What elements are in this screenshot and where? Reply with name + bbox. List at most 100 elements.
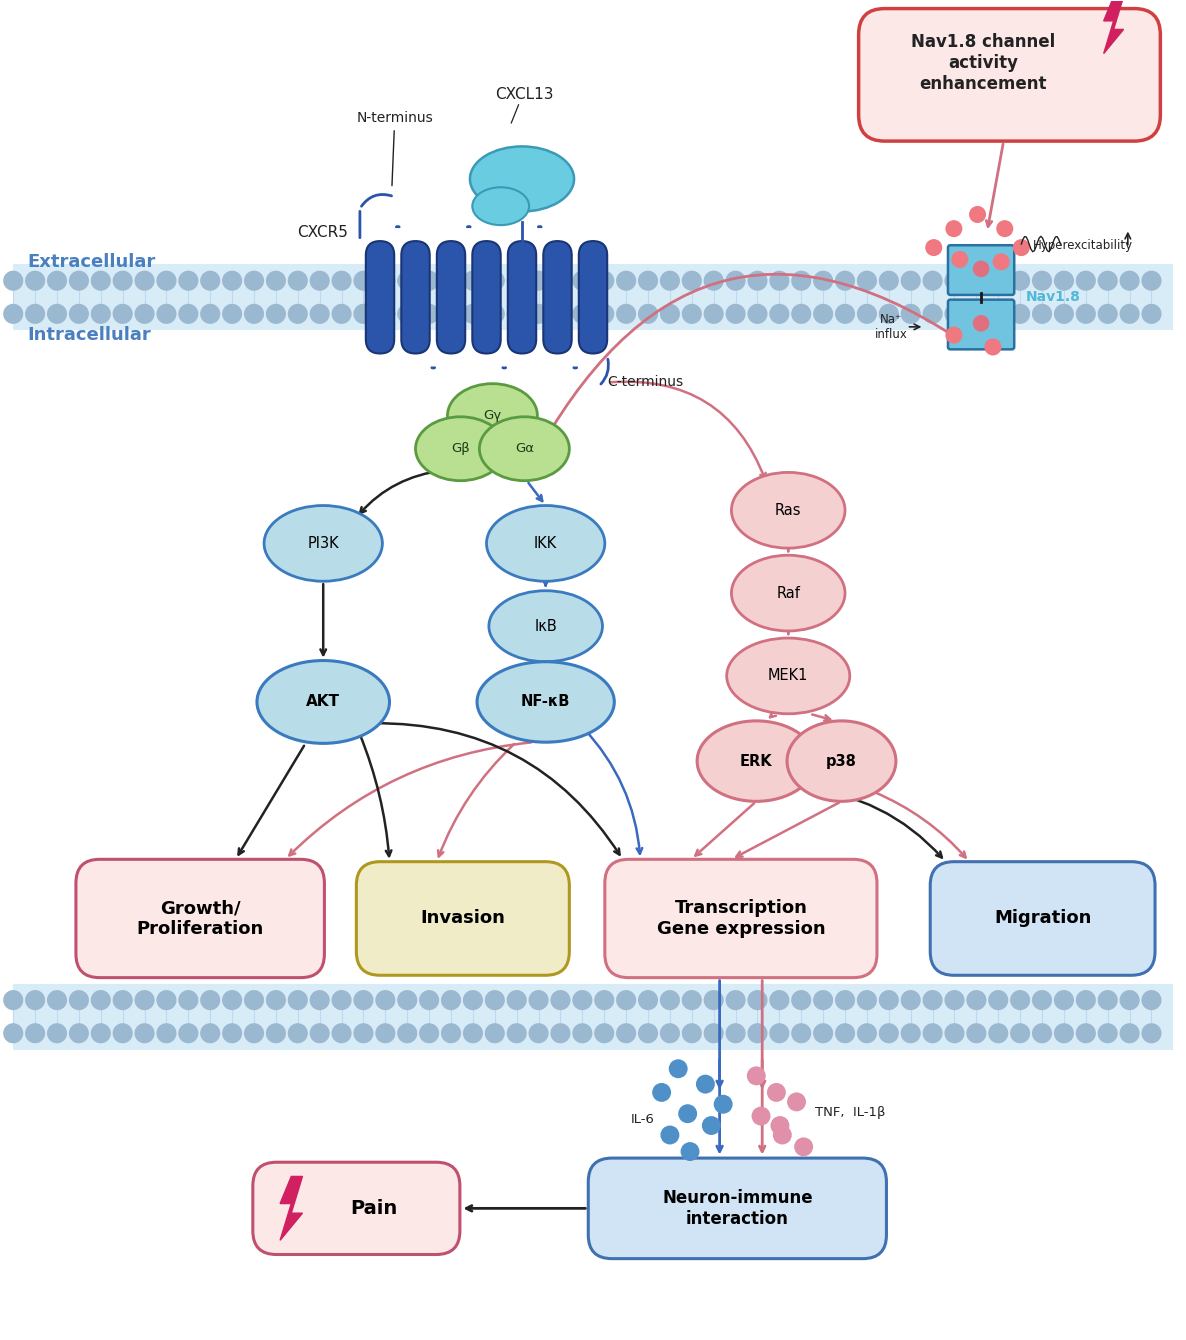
Polygon shape bbox=[1104, 0, 1123, 54]
Bar bbox=[13, 984, 1173, 1049]
Circle shape bbox=[506, 990, 527, 1010]
Circle shape bbox=[879, 1024, 899, 1044]
Circle shape bbox=[222, 271, 242, 291]
Circle shape bbox=[47, 990, 68, 1010]
Circle shape bbox=[594, 271, 614, 291]
FancyBboxPatch shape bbox=[436, 241, 465, 354]
FancyBboxPatch shape bbox=[401, 241, 429, 354]
Circle shape bbox=[288, 271, 308, 291]
Circle shape bbox=[988, 1024, 1008, 1044]
Circle shape bbox=[90, 990, 110, 1010]
Circle shape bbox=[397, 271, 417, 291]
Circle shape bbox=[726, 990, 746, 1010]
Circle shape bbox=[616, 271, 636, 291]
Circle shape bbox=[1098, 990, 1117, 1010]
Circle shape bbox=[485, 1024, 505, 1044]
Circle shape bbox=[397, 304, 417, 324]
Circle shape bbox=[770, 990, 790, 1010]
Circle shape bbox=[1141, 304, 1161, 324]
Circle shape bbox=[1141, 990, 1161, 1010]
Circle shape bbox=[703, 271, 723, 291]
Circle shape bbox=[944, 304, 964, 324]
Text: Raf: Raf bbox=[777, 586, 801, 600]
Circle shape bbox=[4, 1024, 24, 1044]
Circle shape bbox=[791, 304, 811, 324]
Circle shape bbox=[90, 1024, 110, 1044]
Circle shape bbox=[244, 1024, 264, 1044]
Ellipse shape bbox=[447, 383, 537, 448]
Text: AKT: AKT bbox=[306, 694, 340, 709]
FancyBboxPatch shape bbox=[930, 862, 1155, 976]
Text: IKK: IKK bbox=[534, 536, 557, 551]
Text: IκB: IκB bbox=[535, 619, 557, 634]
Circle shape bbox=[529, 990, 549, 1010]
Circle shape bbox=[659, 1024, 680, 1044]
Circle shape bbox=[945, 327, 962, 343]
Circle shape bbox=[353, 1024, 374, 1044]
Text: CXCR5: CXCR5 bbox=[298, 225, 347, 240]
Circle shape bbox=[616, 1024, 636, 1044]
Circle shape bbox=[353, 990, 374, 1010]
Circle shape bbox=[835, 1024, 855, 1044]
Circle shape bbox=[288, 304, 308, 324]
Circle shape bbox=[967, 1024, 987, 1044]
Text: Intracellular: Intracellular bbox=[27, 326, 151, 344]
Text: Invasion: Invasion bbox=[420, 910, 505, 927]
Circle shape bbox=[1010, 304, 1031, 324]
FancyBboxPatch shape bbox=[948, 300, 1014, 350]
Circle shape bbox=[506, 1024, 527, 1044]
Circle shape bbox=[682, 271, 702, 291]
Circle shape bbox=[178, 304, 198, 324]
Circle shape bbox=[1054, 1024, 1075, 1044]
Circle shape bbox=[967, 304, 987, 324]
Circle shape bbox=[134, 271, 154, 291]
Circle shape bbox=[266, 1024, 286, 1044]
Circle shape bbox=[1010, 990, 1031, 1010]
Circle shape bbox=[669, 1060, 688, 1079]
Circle shape bbox=[791, 990, 811, 1010]
Circle shape bbox=[747, 271, 767, 291]
Circle shape bbox=[113, 271, 133, 291]
Circle shape bbox=[747, 304, 767, 324]
FancyBboxPatch shape bbox=[605, 859, 876, 978]
Circle shape bbox=[90, 304, 110, 324]
Ellipse shape bbox=[727, 638, 849, 714]
Circle shape bbox=[747, 990, 767, 1010]
Circle shape bbox=[814, 990, 834, 1010]
Circle shape bbox=[714, 1095, 733, 1114]
Circle shape bbox=[573, 304, 593, 324]
Circle shape bbox=[900, 990, 920, 1010]
Circle shape bbox=[134, 1024, 154, 1044]
Circle shape bbox=[638, 990, 658, 1010]
Circle shape bbox=[594, 990, 614, 1010]
Circle shape bbox=[703, 990, 723, 1010]
Circle shape bbox=[616, 990, 636, 1010]
Circle shape bbox=[529, 1024, 549, 1044]
Circle shape bbox=[1010, 1024, 1031, 1044]
Circle shape bbox=[200, 304, 221, 324]
Text: Na⁺
influx: Na⁺ influx bbox=[875, 312, 907, 340]
Ellipse shape bbox=[486, 505, 605, 582]
Circle shape bbox=[616, 304, 636, 324]
Bar bbox=[13, 264, 1173, 331]
Text: CXCL13: CXCL13 bbox=[495, 87, 554, 102]
Circle shape bbox=[988, 990, 1008, 1010]
Circle shape bbox=[573, 271, 593, 291]
Circle shape bbox=[996, 220, 1013, 237]
Circle shape bbox=[944, 990, 964, 1010]
Circle shape bbox=[594, 1024, 614, 1044]
Circle shape bbox=[222, 990, 242, 1010]
Text: Growth/
Proliferation: Growth/ Proliferation bbox=[136, 899, 263, 938]
Circle shape bbox=[879, 990, 899, 1010]
Circle shape bbox=[550, 990, 570, 1010]
Text: IL-6: IL-6 bbox=[631, 1114, 655, 1126]
Text: NF-κB: NF-κB bbox=[521, 694, 570, 709]
Ellipse shape bbox=[264, 505, 382, 582]
Text: C-terminus: C-terminus bbox=[607, 375, 683, 390]
Text: MEK1: MEK1 bbox=[769, 669, 809, 683]
Circle shape bbox=[638, 304, 658, 324]
Circle shape bbox=[703, 304, 723, 324]
Circle shape bbox=[397, 990, 417, 1010]
Circle shape bbox=[529, 304, 549, 324]
Circle shape bbox=[4, 271, 24, 291]
